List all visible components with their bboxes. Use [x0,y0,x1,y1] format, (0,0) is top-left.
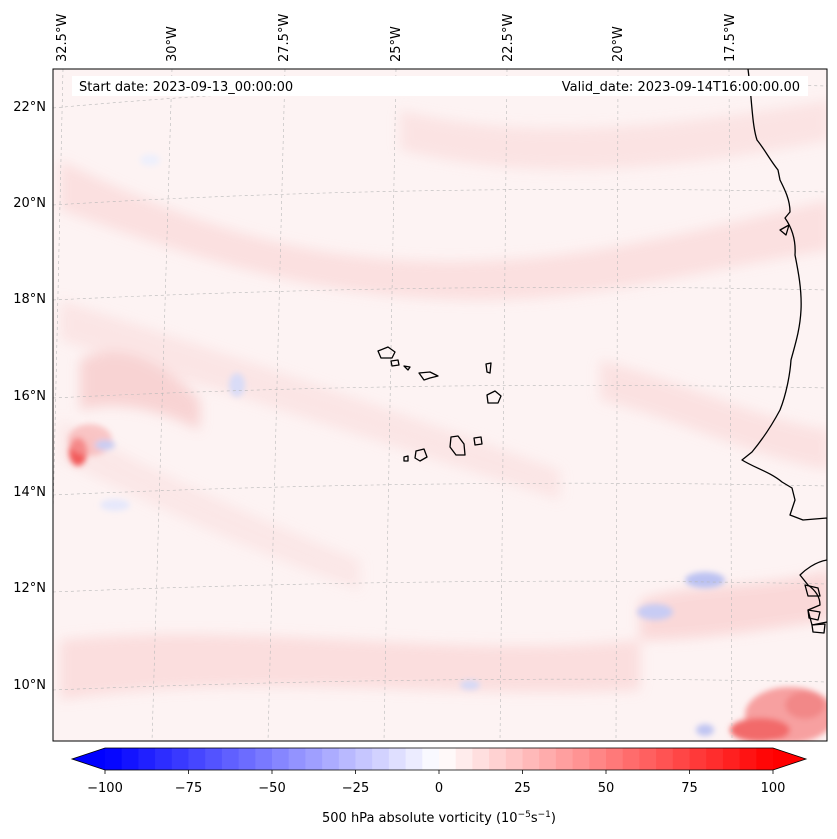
colorbar-segment [305,748,323,770]
colorbar-segment [739,748,757,770]
lon-label-22-5w: 22.5°W [501,14,516,62]
island-bissau [804,584,821,597]
lat-label-12n: 12°N [13,581,46,596]
colorbar-segment [439,748,457,770]
cb-tick-label: −50 [258,781,285,796]
island-fogo [414,448,428,462]
island-santo-antao [377,346,396,359]
colorbar-ticks [104,770,774,774]
colorbar-segment [355,748,373,770]
colorbar-segment [272,748,290,770]
cb-tick-label: 0 [435,781,443,796]
colorbar-segment [221,748,240,770]
graticule [53,69,827,741]
colorbar-segment [405,748,423,770]
colorbar-segment [205,748,223,770]
island-santiago [449,435,466,456]
colorbar-segment [589,748,607,770]
lon-label-17-5w: 17.5°W [723,14,738,62]
colorbar-segment [606,748,624,770]
colorbar: −100 −75 −50 −25 0 25 50 75 100 500 hPa … [70,747,808,826]
lon-label-20w: 20°W [611,26,626,62]
valid-date: Valid_date: 2023-09-14T16:00:00.00 [562,80,800,95]
colorbar-segment [489,748,507,770]
colorbar-segment [138,748,156,770]
lon-label-25w: 25°W [389,26,404,62]
island-boa-vista [486,390,502,404]
colorbar-segment [322,748,340,770]
colorbar-segment [522,748,540,770]
island-sao-nicolau [418,371,439,381]
island-sao-vicente [390,359,400,367]
lat-label-10n: 10°N [13,678,46,693]
colorbar-segment [555,748,574,770]
map-frame [52,68,828,742]
colorbar-segment [422,748,440,770]
colorbar-segment [288,748,306,770]
colorbar-extend-max [773,748,806,770]
africa-coast [741,69,827,626]
colorbar-label: 500 hPa absolute vorticity (10−5s−1) [322,810,556,826]
colorbar-segment [622,748,640,770]
colorbar-segment [455,748,473,770]
cb-tick-label: 100 [761,781,786,796]
cb-tick-label: −25 [342,781,369,796]
cb-tick-label: 25 [514,781,531,796]
lat-label-14n: 14°N [13,485,46,500]
colorbar-segment [188,748,206,770]
lon-label-32-5w: 32.5°W [55,14,70,62]
colorbar-segment [255,748,273,770]
info-banner [72,76,808,96]
colorbar-segment [572,748,590,770]
colorbar-segments [105,748,774,770]
colorbar-segment [722,748,741,770]
colorbar-segment [639,748,657,770]
colorbar-segment [121,748,139,770]
lat-label-20n: 20°N [13,196,46,211]
lon-label-30w: 30°W [165,26,180,62]
island-sal [485,362,492,374]
colorbar-segment [539,748,557,770]
island-bijagos-a [807,609,821,621]
colorbar-segment [472,748,490,770]
longitude-labels: 32.5°W 30°W 27.5°W 25°W 22.5°W 20°W 17.5… [55,14,738,62]
colorbar-segment [238,748,256,770]
island-brava [403,455,409,462]
vorticity-min-east [685,572,725,588]
island-maio [473,436,483,446]
colorbar-segment [756,748,774,770]
island-santa-luzia [403,365,411,371]
vorticity-max-southeast [730,718,790,741]
colorbar-segment [155,748,173,770]
lat-label-16n: 16°N [13,389,46,404]
cb-tick-label: −100 [87,781,123,796]
start-date: Start date: 2023-09-13_00:00:00 [79,80,293,95]
coastline [377,69,827,634]
colorbar-segment [372,748,390,770]
cb-tick-label: 50 [598,781,615,796]
colorbar-segment [505,748,524,770]
colorbar-segment [171,748,190,770]
map-panel: Start date: 2023-09-13_00:00:00 Valid_da… [52,68,828,742]
lon-label-27-5w: 27.5°W [277,14,292,62]
lat-label-22n: 22°N [13,100,46,115]
colorbar-extend-min [72,748,105,770]
vorticity-field [53,69,827,741]
colorbar-segment [672,748,691,770]
colorbar-segment [105,748,123,770]
island-coast-notch [779,224,790,236]
lat-label-18n: 18°N [13,292,46,307]
cb-tick-label: −75 [175,781,202,796]
cb-tick-label: 75 [681,781,698,796]
latitude-labels: 22°N 20°N 18°N 16°N 14°N 12°N 10°N [13,100,46,693]
colorbar-segment [706,748,724,770]
island-bijagos-b [811,623,826,634]
colorbar-tick-labels: −100 −75 −50 −25 0 25 50 75 100 [87,781,785,796]
colorbar-segment [388,748,407,770]
colorbar-segment [338,748,357,770]
colorbar-segment [689,748,707,770]
colorbar-segment [656,748,674,770]
